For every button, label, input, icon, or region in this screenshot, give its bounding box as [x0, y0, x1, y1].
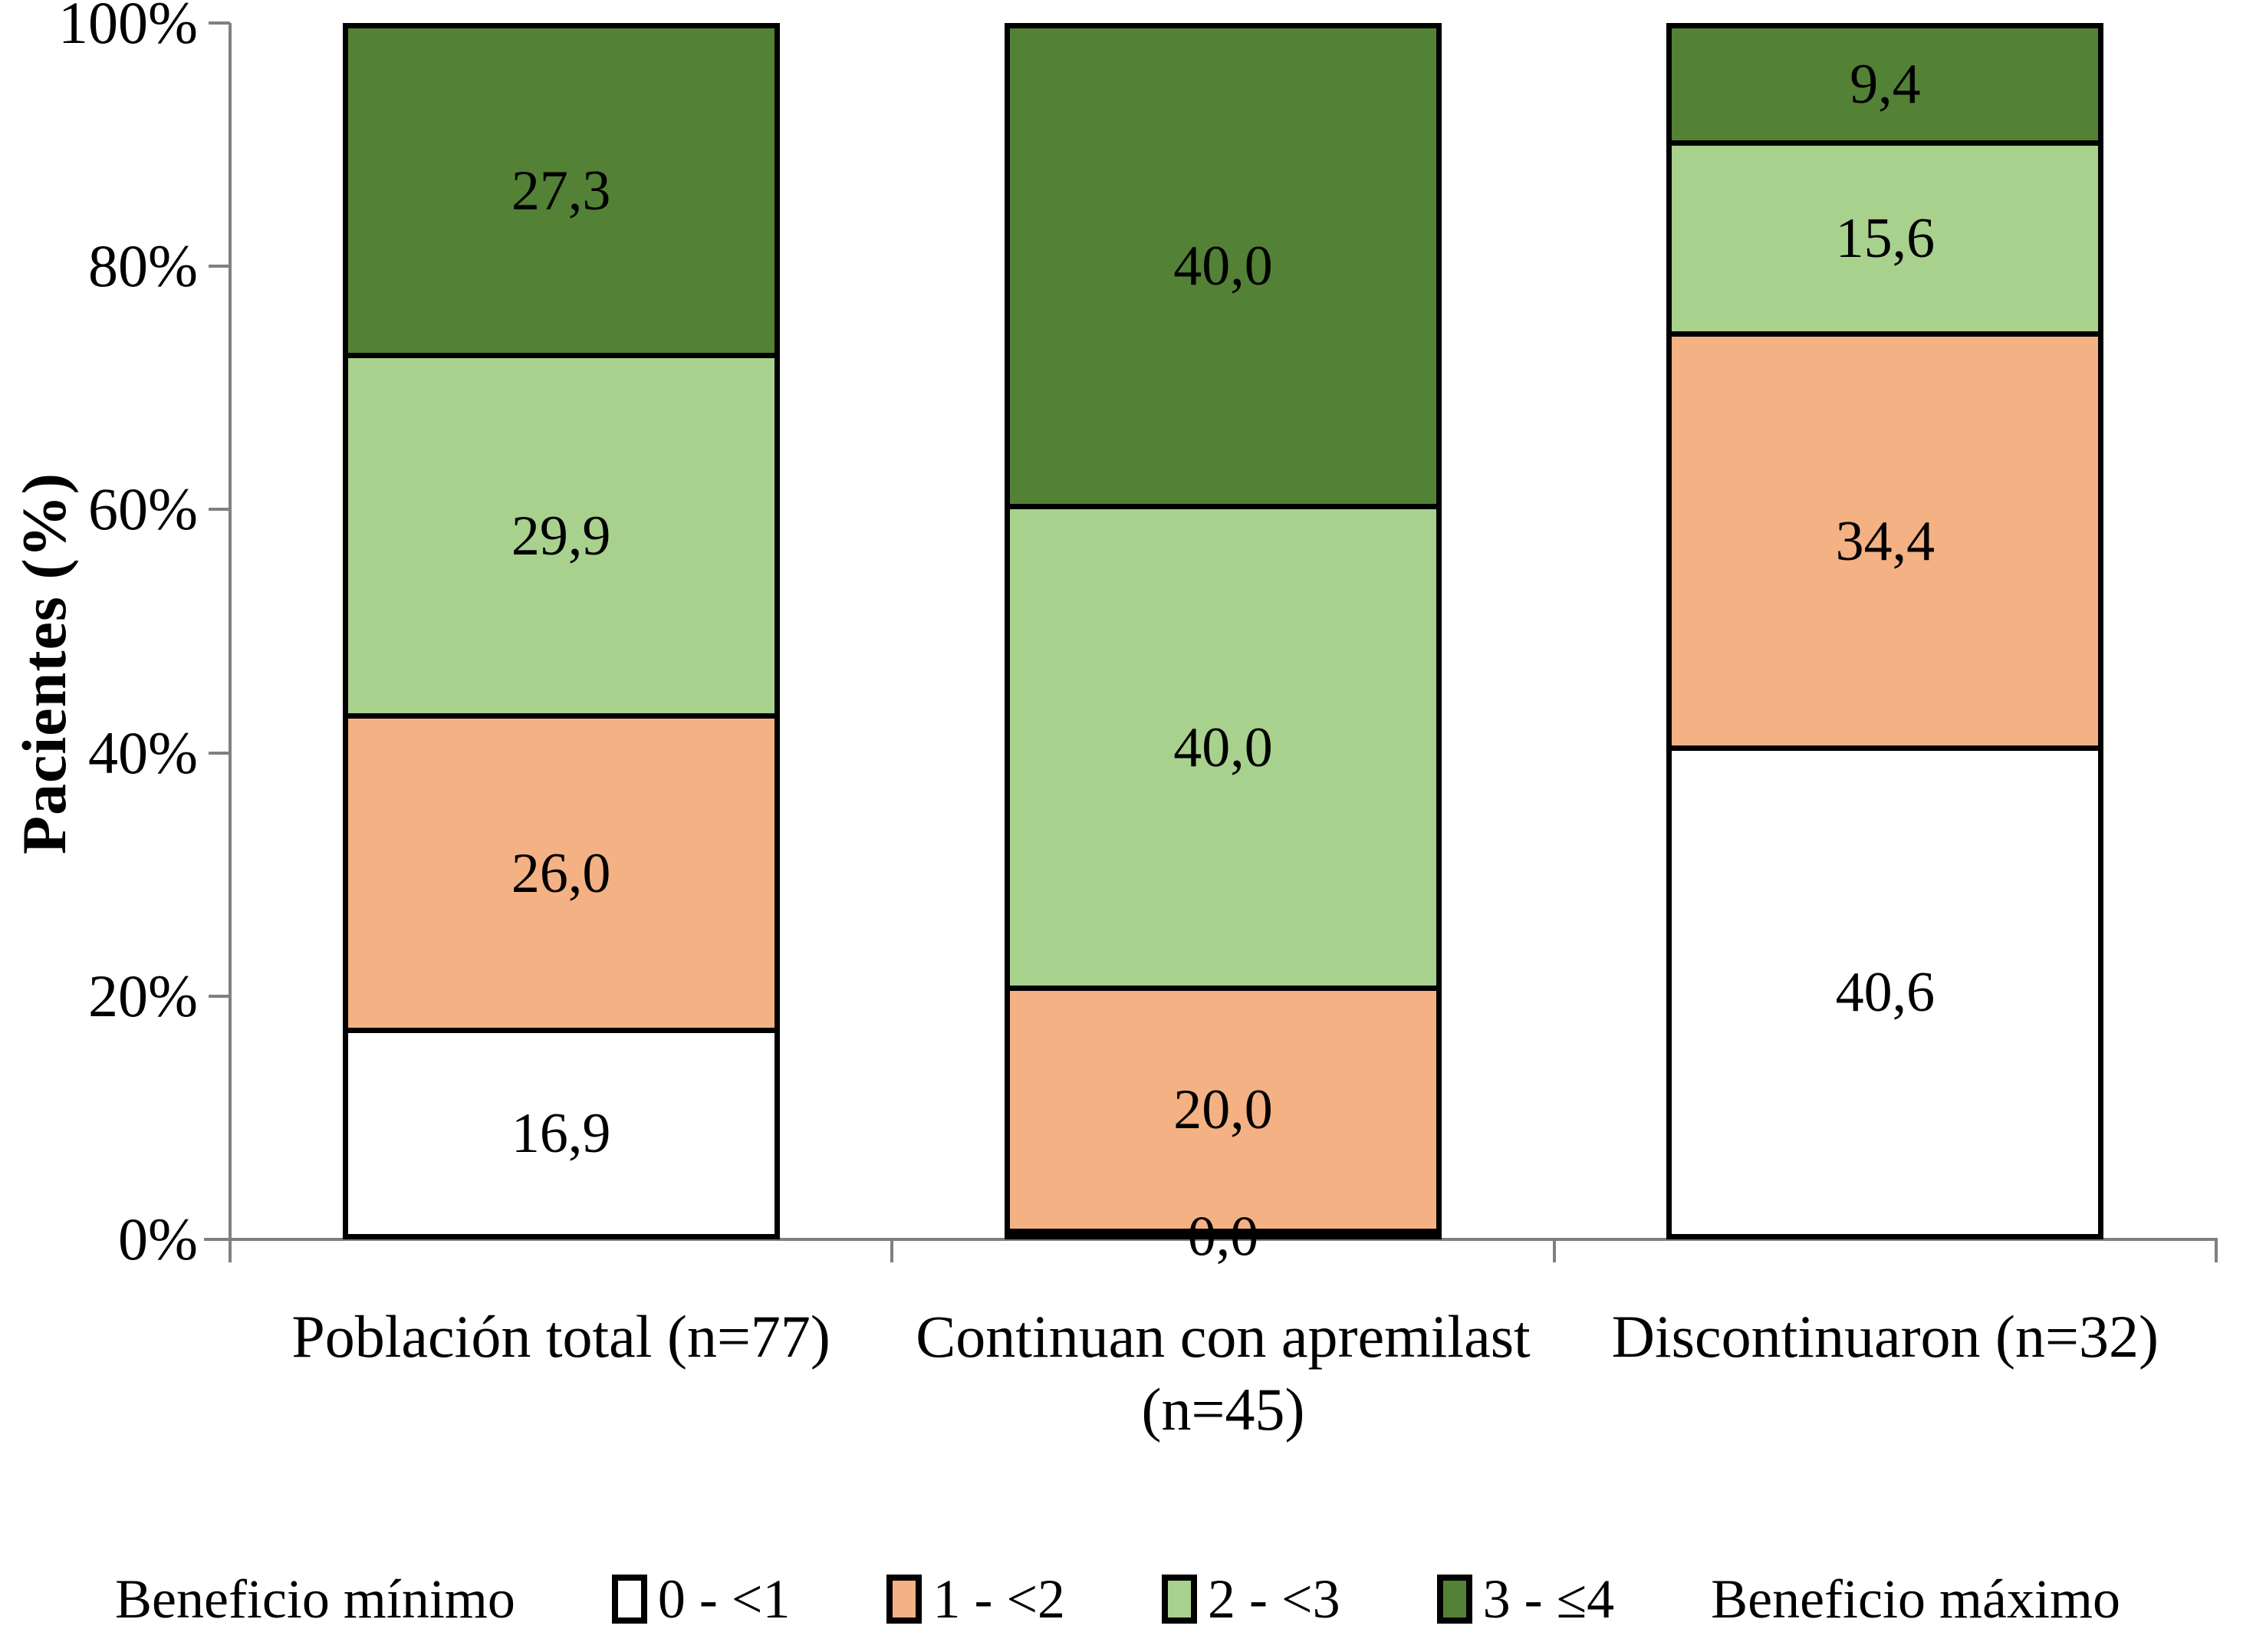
y-tick-label: 0% [118, 1206, 198, 1272]
segment-value-label: 15,6 [1835, 206, 1935, 270]
bar-segment: 29,9 [347, 353, 775, 714]
category-label: Discontinuaron (n=32) [1517, 1300, 2243, 1373]
legend-max-label: Beneficio máximo [1711, 1568, 2120, 1630]
legend-item-label: 3 - ≤4 [1482, 1568, 1615, 1630]
x-tick-mark [229, 1239, 232, 1262]
bar-2: 40,0 40,0 20,0 0,0 [1005, 23, 1442, 1265]
legend-swatch [886, 1575, 923, 1624]
segment-value-label: 0,0 [1187, 1205, 1259, 1269]
category-label-line: (n=45) [1141, 1376, 1305, 1443]
y-tick-mark [209, 994, 230, 998]
x-tick-mark [2215, 1239, 2218, 1262]
bar-segment: 40,0 [1010, 28, 1436, 505]
legend-swatch [611, 1575, 647, 1624]
category-label-line: Población total (n=77) [291, 1303, 830, 1370]
bar-segment: 20,0 [1010, 985, 1436, 1229]
bar-segment: 34,4 [1672, 331, 2099, 746]
legend-item-label: 1 - <2 [932, 1568, 1066, 1630]
bar-segment: 26,0 [347, 713, 775, 1028]
bar-segment: 9,4 [1672, 28, 2099, 140]
y-tick-label: 80% [88, 232, 198, 300]
segment-value-label: 40,0 [1173, 235, 1273, 298]
segment-value-label: 27,3 [511, 159, 611, 222]
y-tick-label: 20% [88, 962, 198, 1029]
x-tick-mark [1552, 1239, 1556, 1262]
legend-swatch [1162, 1575, 1198, 1624]
segment-value-label: 26,0 [511, 841, 611, 905]
y-tick-mark [209, 21, 230, 25]
legend-item-label: 0 - <1 [657, 1568, 791, 1630]
segment-value-label: 16,9 [511, 1102, 611, 1166]
x-tick-mark [890, 1239, 894, 1262]
legend-min-label: Beneficio mínimo [115, 1568, 515, 1630]
category-label: Población total (n=77) [193, 1300, 929, 1373]
bar-segment: 27,3 [347, 28, 775, 353]
bar-1: 27,3 29,9 26,0 16,9 [342, 23, 780, 1239]
legend-item: 3 - ≤4 [1436, 1568, 1615, 1631]
legend-item: 1 - <2 [886, 1568, 1065, 1631]
y-tick-mark [209, 751, 230, 755]
bar-segment [1010, 1229, 1436, 1235]
y-tick-mark [209, 508, 230, 512]
y-tick-label: 100% [58, 0, 198, 56]
bar-3: 9,4 15,6 34,4 40,6 [1666, 23, 2104, 1239]
segment-value-label: 29,9 [511, 504, 611, 568]
legend-item: 0 - <1 [611, 1568, 791, 1631]
segment-value-label: 9,4 [1850, 52, 1921, 116]
segment-value-label: 40,0 [1173, 716, 1273, 779]
bar-segment: 40,6 [1672, 745, 2099, 1234]
segment-value-label: 34,4 [1835, 509, 1935, 573]
bar-segment: 16,9 [347, 1028, 775, 1234]
category-label-line: Discontinuaron (n=32) [1611, 1303, 2159, 1370]
bar-segment: 15,6 [1672, 140, 2099, 331]
category-label-line: Continuan con apremilast [916, 1303, 1531, 1370]
y-axis-line [229, 23, 232, 1242]
legend-item-label: 2 - <3 [1208, 1568, 1340, 1630]
segment-value-label: 20,0 [1173, 1078, 1273, 1141]
y-tick-label: 60% [88, 476, 198, 543]
legend: Beneficio mínimo 0 - <1 1 - <2 2 - <3 3 - ≤… [115, 1551, 2120, 1647]
legend-item: 2 - <3 [1162, 1568, 1340, 1631]
x-axis-line [204, 1238, 2218, 1241]
legend-swatch [1436, 1575, 1472, 1624]
segment-value-label: 40,6 [1835, 961, 1935, 1025]
y-tick-label: 40% [88, 719, 198, 786]
y-tick-mark [209, 265, 230, 268]
bar-segment: 40,0 [1010, 504, 1436, 986]
category-label: Continuan con apremilast (n=45) [855, 1300, 1591, 1446]
y-tick-mark [209, 1238, 230, 1241]
